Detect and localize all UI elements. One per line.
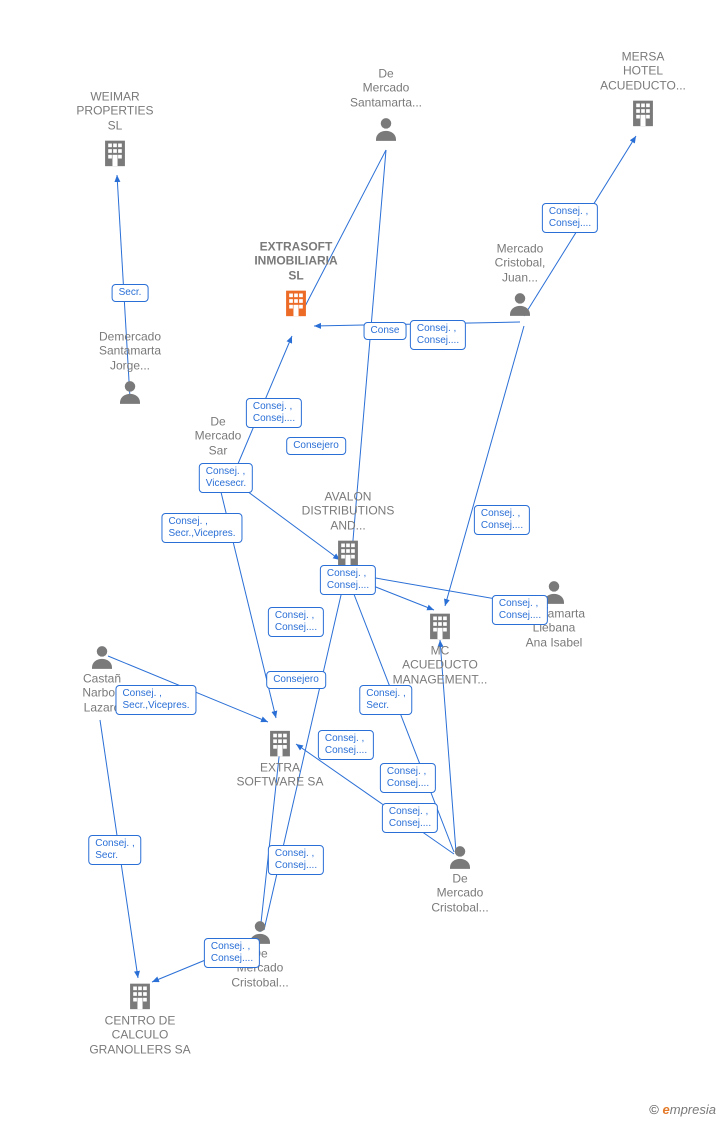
edge-label: Secr.: [112, 284, 149, 302]
edge-label: Consej. , Secr.,Vicepres.: [161, 513, 242, 543]
node-label: WEIMAR PROPERTIES SL: [60, 89, 170, 132]
edge: [445, 326, 524, 606]
company-node[interactable]: MERSA HOTEL ACUEDUCTO...: [588, 49, 698, 130]
company-node[interactable]: EXTRA SOFTWARE SA: [225, 727, 335, 794]
person-icon: [505, 289, 535, 319]
edge-label: Consejero: [286, 437, 346, 455]
company-node[interactable]: AVALON DISTRIBUTIONS AND...: [293, 489, 403, 570]
node-icon: [588, 97, 698, 131]
edge: [314, 322, 520, 326]
node-label: EXTRA SOFTWARE SA: [225, 761, 335, 790]
node-label: Castañ Narbon Lazaro: [47, 671, 157, 714]
edge-label: Consej. , Secr.: [88, 835, 141, 865]
person-node[interactable]: De Mercado Cristobal...: [205, 916, 315, 993]
node-icon: [241, 287, 351, 321]
edge-label: Conse: [364, 322, 407, 340]
brand-e: e: [663, 1102, 670, 1117]
edge-label: Consej. , Consej....: [474, 505, 530, 535]
node-icon: [75, 377, 185, 407]
edge-label: Consej. , Consej....: [542, 203, 598, 233]
building-icon: [123, 979, 157, 1013]
building-icon: [331, 537, 365, 571]
person-icon: [539, 576, 569, 606]
node-label: MC ACUEDUCTO MANAGEMENT...: [385, 643, 495, 686]
edge: [358, 580, 434, 610]
building-icon: [423, 609, 457, 643]
node-label: AVALON DISTRIBUTIONS AND...: [293, 489, 403, 532]
person-node[interactable]: De Mercado Cristobal...: [405, 841, 515, 918]
person-icon: [445, 841, 475, 871]
person-node[interactable]: Castañ Narbon Lazaro: [47, 641, 157, 718]
person-node[interactable]: Demercado Santamarta Jorge...: [75, 329, 185, 406]
node-icon: [293, 537, 403, 571]
footer: © empresia: [649, 1102, 716, 1117]
edge: [100, 720, 138, 978]
person-node[interactable]: Santamarta Liebana Ana Isabel: [499, 576, 609, 653]
edge-label: Consej. , Consej....: [410, 320, 466, 350]
brand: empresia: [663, 1102, 716, 1117]
node-icon: [499, 576, 609, 606]
edge-label: Consej. , Consej....: [268, 607, 324, 637]
company-node[interactable]: CENTRO DE CALCULO GRANOLLERS SA: [85, 979, 195, 1060]
edge-label: Consej. , Consej....: [380, 763, 436, 793]
building-icon: [626, 97, 660, 131]
node-icon: [465, 289, 575, 319]
node-label: De Mercado Cristobal...: [205, 946, 315, 989]
person-icon: [245, 916, 275, 946]
node-label: Santamarta Liebana Ana Isabel: [499, 606, 609, 649]
company-node[interactable]: WEIMAR PROPERTIES SL: [60, 89, 170, 170]
node-label: CENTRO DE CALCULO GRANOLLERS SA: [85, 1013, 195, 1056]
person-node[interactable]: Mercado Cristobal, Juan...: [465, 241, 575, 318]
node-icon: [47, 641, 157, 671]
edge-label: Consejero: [266, 671, 326, 689]
edge-label: Consej. , Consej....: [382, 803, 438, 833]
person-icon: [115, 377, 145, 407]
person-icon: [87, 641, 117, 671]
node-icon: [60, 137, 170, 171]
node-label: De Mercado Cristobal...: [405, 871, 515, 914]
building-icon: [279, 287, 313, 321]
person-icon: [203, 462, 233, 492]
node-icon: [405, 841, 515, 871]
node-label: Demercado Santamarta Jorge...: [75, 329, 185, 372]
node-icon: [331, 114, 441, 144]
node-icon: [85, 979, 195, 1013]
node-icon: [205, 916, 315, 946]
company-node[interactable]: EXTRASOFT INMOBILIARIA SL: [241, 239, 351, 320]
person-icon: [371, 114, 401, 144]
brand-rest: mpresia: [670, 1102, 716, 1117]
node-label: MERSA HOTEL ACUEDUCTO...: [588, 49, 698, 92]
node-icon: [163, 462, 273, 492]
building-icon: [98, 137, 132, 171]
company-node[interactable]: MC ACUEDUCTO MANAGEMENT...: [385, 609, 495, 690]
node-label: De Mercado Santamarta...: [331, 66, 441, 109]
edge: [220, 488, 276, 718]
edge-label: Consej. , Consej....: [268, 845, 324, 875]
node-icon: [385, 609, 495, 643]
node-label: De Mercado Sar: [163, 414, 273, 457]
person-node[interactable]: De Mercado Sar: [163, 414, 273, 491]
node-label: Mercado Cristobal, Juan...: [465, 241, 575, 284]
node-label: EXTRASOFT INMOBILIARIA SL: [241, 239, 351, 282]
person-node[interactable]: De Mercado Santamarta...: [331, 66, 441, 143]
building-icon: [263, 727, 297, 761]
copyright: ©: [649, 1102, 659, 1117]
node-icon: [225, 727, 335, 761]
